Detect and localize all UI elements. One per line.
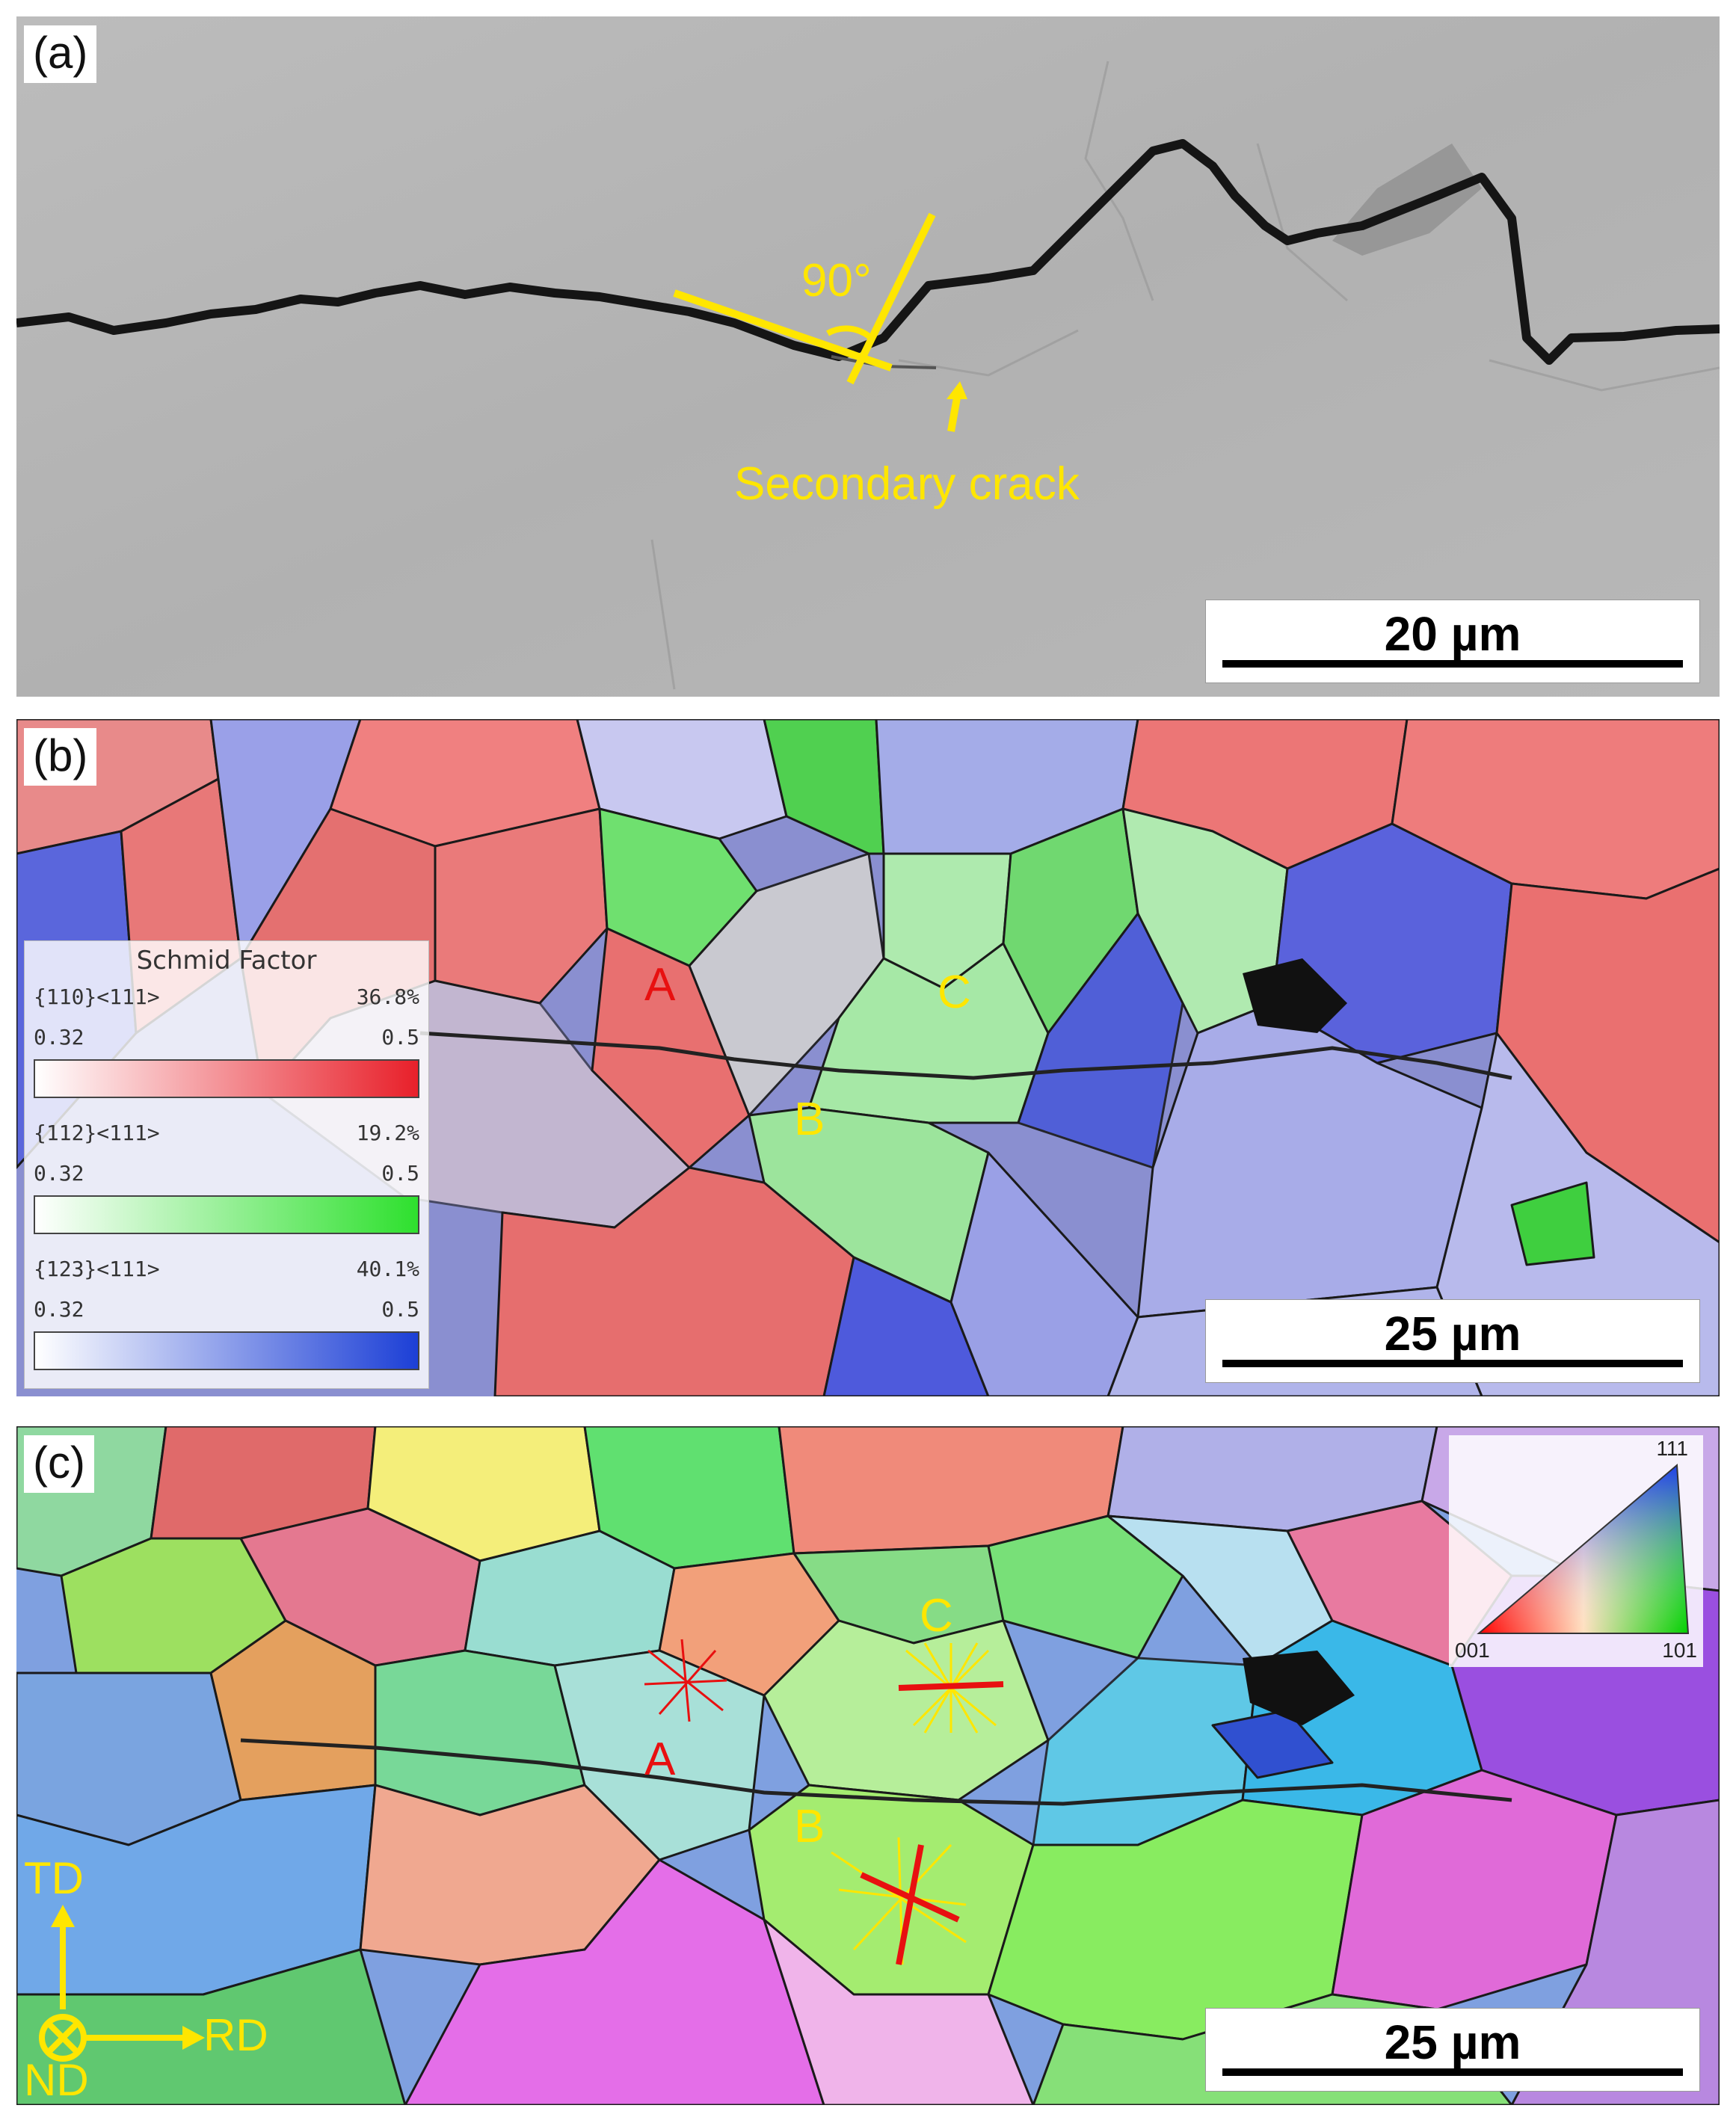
scale-bar-text: 20 µm [1384, 607, 1521, 661]
angle-annotation [673, 212, 936, 385]
ipf-label-001: 001 [1455, 1639, 1490, 1662]
scale-bar-line [1222, 660, 1683, 668]
panel-label-c: (c) [24, 1435, 94, 1493]
td-axis-label: TD [24, 1853, 84, 1903]
slip-trace-star-c [898, 1642, 1004, 1734]
crack-trace-b [419, 1031, 1512, 1080]
ipf-triangle [1477, 1463, 1690, 1634]
schmid-factor-legend: Schmid Factor {110}<111> 36.8% 0.32 0.5 … [24, 940, 429, 1389]
scale-max: 0.5 [381, 1025, 419, 1050]
normal-line [846, 212, 936, 385]
slip-system: {110}<111> [34, 984, 160, 1009]
main-crack [16, 139, 1720, 365]
grain-label-a-c: A [644, 1734, 676, 1785]
scale-bar-c: 25 µm [1205, 2008, 1700, 2092]
sem-image-panel: (a) 90° Secondary crack 20 µm [16, 16, 1720, 697]
angle-arc [826, 325, 875, 342]
grain-label-c-c: C [920, 1590, 953, 1642]
legend-title: Schmid Factor [136, 946, 317, 976]
scale-min: 0.32 [34, 1297, 84, 1322]
crack-direction-line [673, 289, 893, 372]
panel-label-b: (b) [24, 728, 97, 786]
grain-label-c-b: C [938, 967, 971, 1018]
crack-void-b [1243, 958, 1347, 1033]
grain-map-c [16, 1426, 1720, 2105]
legend-row-123: {123}<111> 40.1% 0.32 0.5 [34, 1257, 419, 1391]
scale-bar-b: 25 µm [1205, 1299, 1700, 1383]
slip-percent: 40.1% [356, 1257, 419, 1281]
slip-percent: 19.2% [356, 1121, 419, 1145]
grain-label-b-b: B [794, 1094, 825, 1145]
secondary-crack-arrow [947, 381, 967, 432]
scale-bar-text: 25 µm [1384, 1307, 1521, 1361]
grain-label-b-c: B [794, 1801, 825, 1852]
scale-max: 0.5 [381, 1161, 419, 1186]
rd-arrow-head [182, 2026, 205, 2050]
slip-system: {112}<111> [34, 1121, 160, 1145]
scale-bar-a: 20 µm [1205, 600, 1700, 683]
slip-system: {123}<111> [34, 1257, 160, 1281]
surface-pit [1332, 144, 1482, 256]
ipf-orientation-map [16, 1426, 1720, 2105]
secondary-crack-label: Secondary crack [734, 458, 1080, 510]
legend-row-112: {112}<111> 19.2% 0.32 0.5 [34, 1121, 419, 1255]
schmid-factor-map-panel: (b) A B C Schmid Factor {110}<111> 36.8%… [16, 719, 1720, 1396]
td-arrow-head [51, 1905, 75, 1927]
scale-max: 0.5 [381, 1297, 419, 1322]
ipf-label-101: 101 [1662, 1639, 1697, 1662]
ipf-color-key: 111 001 101 [1449, 1435, 1703, 1667]
legend-row-110: {110}<111> 36.8% 0.32 0.5 [34, 984, 419, 1119]
panel-label-a: (a) [24, 25, 97, 83]
scale-bar-text: 25 µm [1384, 2015, 1521, 2069]
scale-bar-line [1222, 1360, 1683, 1367]
faint-grain-boundaries [650, 61, 1720, 690]
color-bar-blue [34, 1331, 419, 1370]
rd-axis-label: RD [203, 2010, 268, 2060]
sample-axes [39, 1923, 185, 2062]
slip-trace-star-a [644, 1639, 727, 1722]
sem-micrograph [16, 16, 1720, 697]
color-bar-red [34, 1059, 419, 1098]
angle-label: 90° [801, 255, 872, 306]
grain-label-a-b: A [644, 959, 676, 1011]
scale-min: 0.32 [34, 1025, 84, 1050]
ipf-label-111: 111 [1656, 1437, 1688, 1460]
crack-trace-c [240, 1738, 1512, 1806]
scale-min: 0.32 [34, 1161, 84, 1186]
slip-trace-star-b [831, 1837, 967, 1965]
crack-void-c [1243, 1651, 1355, 1725]
nd-axis-label: ND [24, 2055, 89, 2105]
color-bar-green [34, 1195, 419, 1234]
scale-bar-line [1222, 2068, 1683, 2076]
ipf-map-panel: (c) A B C TD RD ND 111 001 101 [16, 1426, 1720, 2105]
slip-percent: 36.8% [356, 984, 419, 1009]
